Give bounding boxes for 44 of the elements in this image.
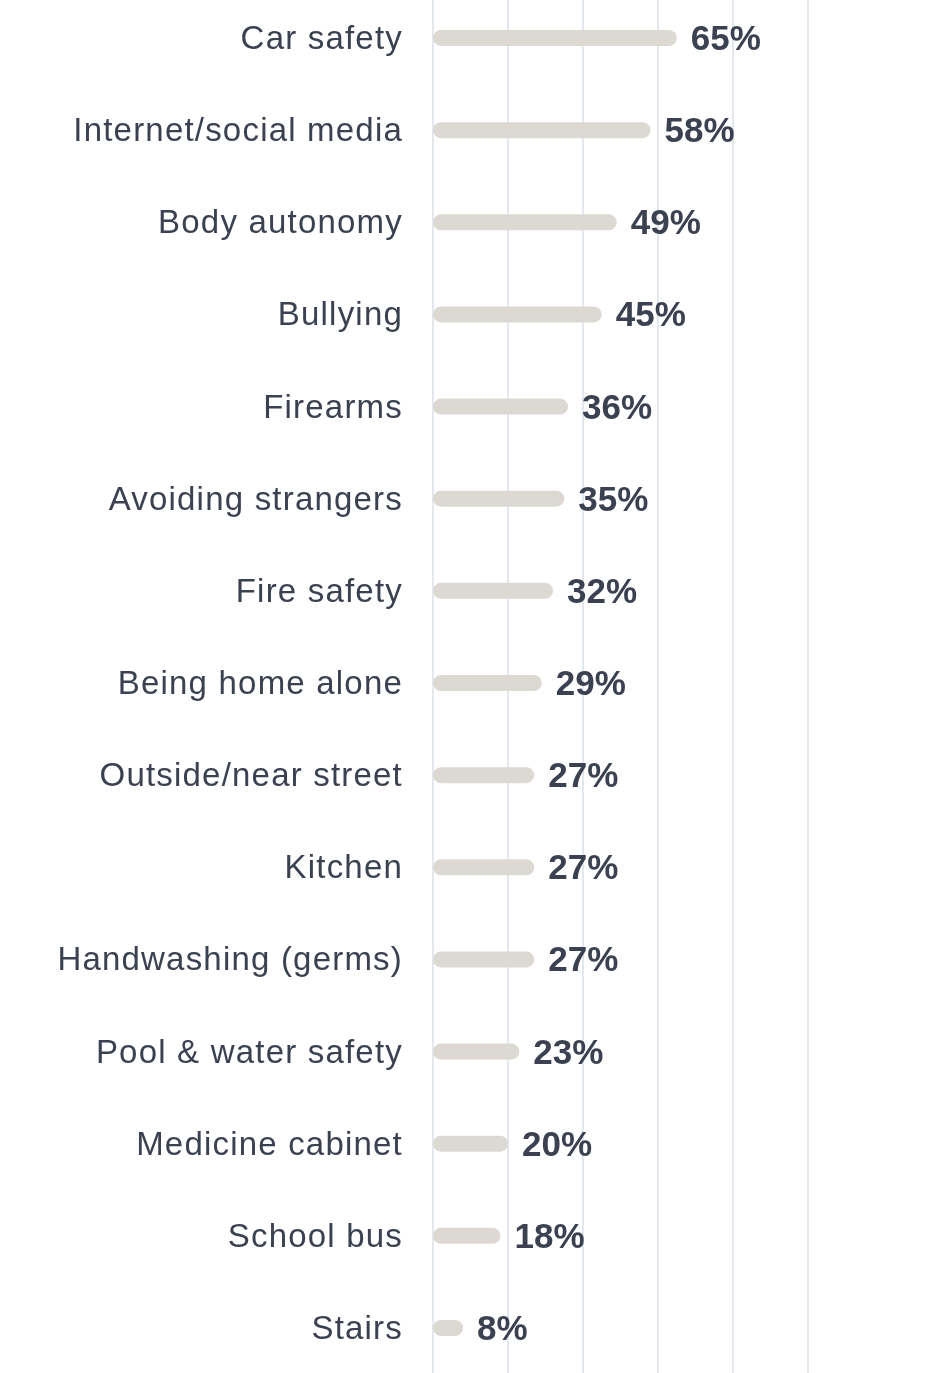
y-tick-label: Firearms [263,387,403,425]
data-label: 58% [664,110,735,150]
data-label: 32% [567,570,638,610]
y-tick-label: Handwashing (germs) [57,940,403,978]
data-label: 49% [630,202,701,242]
data-label: 27% [548,847,619,887]
data-label: 29% [555,663,626,702]
bar [433,1043,520,1060]
y-tick-label: Car safety [240,19,403,56]
y-tick-label: Fire safety [235,571,403,609]
y-tick-label: Being home alone [117,664,403,701]
bar [433,398,568,415]
bar [433,1227,501,1244]
bar [433,582,553,599]
data-label: 18% [514,1215,585,1255]
bar [433,490,565,507]
y-tick-label: Stairs [311,1309,403,1346]
data-label: 8% [477,1308,528,1347]
data-label: 45% [615,294,686,334]
bar [433,767,535,784]
y-tick-label: Pool & water safety [95,1032,403,1070]
data-label: 27% [548,755,619,795]
y-tick-label: Avoiding strangers [108,479,403,517]
data-label: 65% [690,18,761,57]
data-label: 35% [578,478,649,518]
y-tick-label: Medicine cabinet [136,1124,403,1162]
bar [433,951,535,968]
bar [433,306,602,323]
bar [433,1135,508,1152]
bar [433,214,617,231]
bar [433,675,542,691]
y-tick-label: School bus [227,1216,403,1254]
bar [433,122,651,139]
y-tick-label: Bullying [277,295,403,333]
data-label: 27% [548,939,619,979]
data-label: 20% [522,1123,593,1163]
data-label: 36% [582,386,653,426]
y-tick-label: Body autonomy [158,203,403,241]
bar [433,30,677,46]
y-tick-label: Kitchen [284,848,403,886]
y-tick-label: Outside/near street [99,756,403,794]
y-tick-label: Internet/social media [73,111,403,149]
data-label: 23% [533,1031,604,1071]
bar [433,859,535,876]
